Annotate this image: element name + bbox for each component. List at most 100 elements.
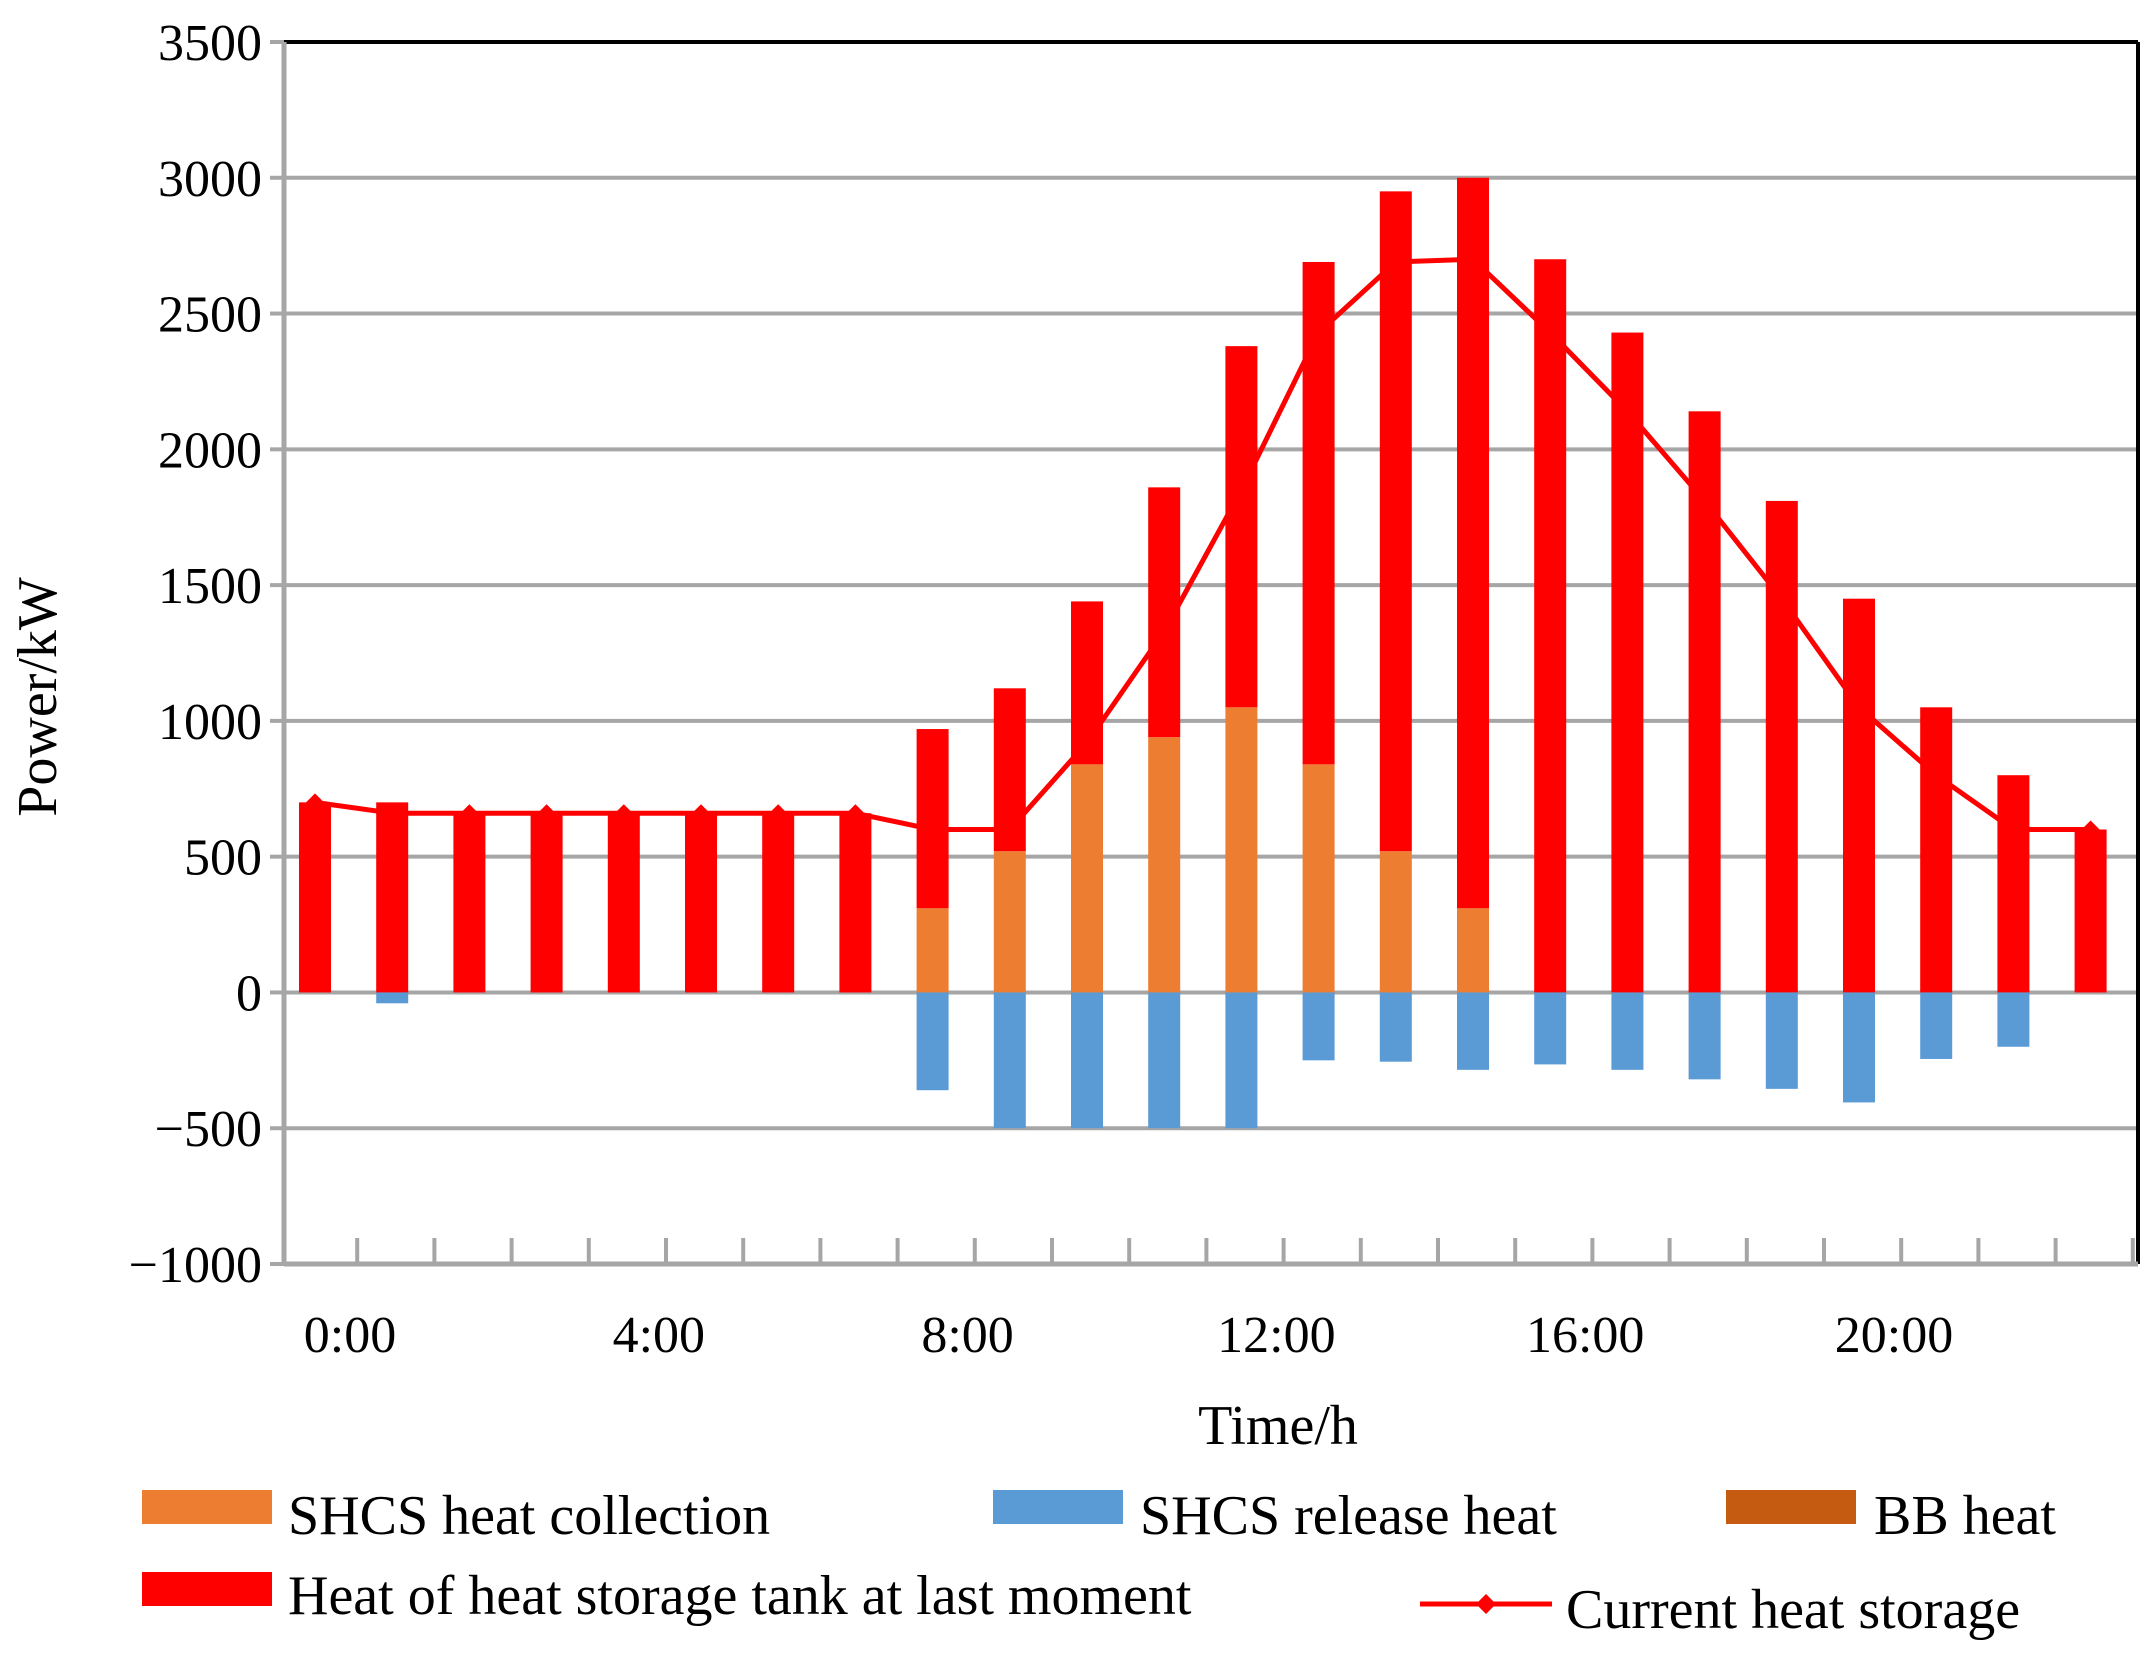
legend-current-heat-storage: Current heat storage — [1420, 1579, 2020, 1641]
marker-current-heat-storage — [1155, 622, 1174, 641]
bar-tank-last-moment — [916, 729, 949, 909]
bar-shcs-release-heat — [1920, 992, 1953, 1059]
legend-bb-heat: BB heat — [1726, 1485, 2056, 1547]
bar-shcs-release-heat — [1457, 992, 1489, 1070]
x-tick-label: 8:00 — [921, 1307, 1013, 1364]
bar-shcs-release-heat — [1765, 992, 1798, 1089]
bar-tank-last-moment — [1534, 259, 1567, 993]
bar-shcs-release-heat — [993, 992, 1026, 1129]
axes: −1000 −500 0 500 1000 1500 2000 2500 3000 3500 0:0… — [129, 15, 2140, 1364]
bar-shcs-release-heat — [1302, 992, 1335, 1061]
x-tick-label: 16:00 — [1526, 1307, 1644, 1364]
bar-tank-last-moment — [1225, 346, 1258, 708]
line-series — [306, 250, 2100, 839]
marker-current-heat-storage — [306, 793, 324, 812]
marker-current-heat-storage — [537, 804, 556, 823]
legend-swatch — [142, 1490, 272, 1524]
bar-tank-last-moment — [1457, 177, 1489, 909]
marker-current-heat-storage — [1618, 402, 1637, 421]
bar-tank-last-moment — [530, 813, 563, 993]
marker-current-heat-storage — [923, 820, 942, 839]
bar-shcs-heat-collection — [1071, 764, 1103, 993]
bar-shcs-heat-collection — [1379, 851, 1412, 993]
y-tick-label: 2500 — [158, 287, 262, 344]
marker-current-heat-storage — [1309, 323, 1328, 342]
bar-tank-last-moment — [453, 813, 486, 993]
marker-current-heat-storage — [846, 804, 865, 823]
legend-label: SHCS heat collection — [288, 1485, 770, 1547]
x-tick-label: 12:00 — [1217, 1307, 1335, 1364]
marker-current-heat-storage — [1232, 481, 1251, 500]
bar-tank-last-moment — [299, 802, 331, 993]
marker-current-heat-storage — [692, 804, 710, 823]
marker-current-heat-storage — [2081, 820, 2100, 839]
bar-shcs-release-heat — [376, 992, 409, 1004]
legend-label: Current heat storage — [1566, 1579, 2020, 1641]
bar-shcs-release-heat — [1148, 992, 1181, 1129]
bar-tank-last-moment — [685, 813, 717, 993]
legend-label: Heat of heat storage tank at last moment — [288, 1565, 1192, 1627]
legend-marker-swatch — [1476, 1594, 1496, 1614]
x-tick-label: 20:00 — [1835, 1307, 1953, 1364]
bar-tank-last-moment — [1611, 332, 1644, 993]
bar-shcs-heat-collection — [1225, 707, 1258, 993]
y-axis-title: Power/kW — [7, 577, 69, 817]
bar-tank-last-moment — [1997, 775, 2030, 993]
y-tick-label: 3000 — [158, 151, 262, 208]
bar-tank-last-moment — [1920, 707, 1953, 993]
marker-current-heat-storage — [1078, 733, 1096, 752]
marker-current-heat-storage — [1541, 323, 1560, 342]
y-tick-label: −1000 — [129, 1237, 262, 1294]
bar-shcs-heat-collection — [1457, 908, 1489, 993]
marker-current-heat-storage — [1386, 252, 1405, 271]
y-tick-label: −500 — [155, 1101, 262, 1158]
x-tick-label: 0:00 — [304, 1307, 396, 1364]
bars — [299, 177, 2107, 1129]
marker-current-heat-storage — [614, 804, 633, 823]
legend-swatch — [1726, 1490, 1856, 1524]
y-tick-label: 2000 — [158, 422, 262, 479]
legend-shcs-heat-collection: SHCS heat collection — [142, 1485, 770, 1547]
bar-shcs-release-heat — [1071, 992, 1103, 1129]
bar-tank-last-moment — [607, 813, 640, 993]
marker-current-heat-storage — [2004, 820, 2023, 839]
legend-label: SHCS release heat — [1140, 1485, 1557, 1547]
bar-tank-last-moment — [762, 813, 795, 993]
bar-tank-last-moment — [1379, 191, 1412, 852]
legend-tank-last-moment: Heat of heat storage tank at last moment — [142, 1565, 1192, 1627]
line-current-heat-storage — [314, 256, 2091, 833]
marker-current-heat-storage — [383, 804, 402, 823]
bar-shcs-heat-collection — [1148, 737, 1181, 993]
bar-shcs-heat-collection — [916, 908, 949, 993]
bar-tank-last-moment — [1302, 261, 1335, 765]
marker-current-heat-storage — [1464, 250, 1482, 269]
bar-shcs-release-heat — [916, 992, 949, 1091]
bar-tank-last-moment — [1843, 598, 1875, 993]
bar-shcs-release-heat — [1997, 992, 2030, 1047]
bar-tank-last-moment — [1765, 500, 1798, 993]
marker-current-heat-storage — [1000, 820, 1019, 839]
marker-current-heat-storage — [460, 804, 479, 823]
bar-shcs-release-heat — [1379, 992, 1412, 1062]
legend: SHCS heat collection SHCS release heat BB … — [142, 1485, 2056, 1641]
marker-current-heat-storage — [1927, 766, 1946, 785]
marker-current-heat-storage — [769, 804, 788, 823]
x-axis-title: Time/h — [1198, 1395, 1358, 1457]
bar-shcs-release-heat — [1225, 992, 1258, 1129]
bar-shcs-release-heat — [1688, 992, 1721, 1080]
bar-shcs-release-heat — [1611, 992, 1644, 1070]
y-tick-label: 500 — [184, 830, 262, 887]
bar-shcs-heat-collection — [1302, 764, 1335, 993]
y-tick-label: 3500 — [158, 15, 262, 72]
bar-tank-last-moment — [376, 802, 409, 993]
legend-swatch — [993, 1490, 1123, 1524]
bar-tank-last-moment — [2074, 829, 2107, 993]
x-tick-label: 4:00 — [613, 1307, 705, 1364]
bar-shcs-release-heat — [1534, 992, 1567, 1065]
legend-shcs-release-heat: SHCS release heat — [993, 1485, 1557, 1547]
marker-current-heat-storage — [1850, 698, 1868, 717]
y-tick-label: 0 — [236, 965, 262, 1022]
marker-current-heat-storage — [1695, 491, 1714, 510]
